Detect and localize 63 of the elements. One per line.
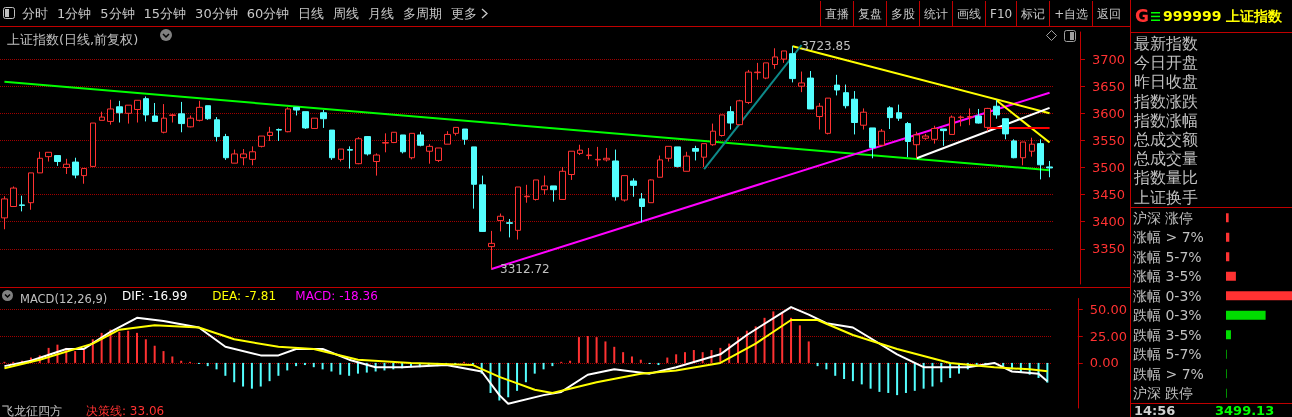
text: G <box>1135 6 1149 26</box>
y-tick-label: 3600 <box>1092 105 1126 121</box>
text: F10 <box>985 0 1017 27</box>
series-label: DIF: -16.99 <box>122 289 188 303</box>
y-tick-label: 3700 <box>1092 51 1126 67</box>
y-tick-label: 25.00 <box>1089 328 1127 344</box>
text: 5分钟 <box>100 4 135 23</box>
y-tick-label: 3400 <box>1092 214 1126 230</box>
y-tick-label: 3550 <box>1092 132 1126 148</box>
text: 14:56 <box>1134 403 1176 417</box>
text: 标记 <box>1016 0 1050 27</box>
annotation: 3723.85 <box>801 39 851 54</box>
text: 直播 <box>820 0 853 27</box>
y-tick-label: 跌幅 0-3% <box>1133 307 1202 324</box>
y-tick-label: 3650 <box>1092 78 1126 94</box>
text: 分时 <box>22 4 48 23</box>
text: 月线 <box>368 4 395 23</box>
y-tick-label: 3450 <box>1092 187 1126 203</box>
chart-title: MACD(12,26,9) <box>20 292 108 306</box>
text: 昨日收盘 <box>1134 72 1198 92</box>
text: 30分钟 <box>195 4 238 23</box>
annotation: 3312.72 <box>500 261 550 276</box>
annotation: MACD: -18.36 <box>295 289 378 303</box>
y-tick-label: 沪深 涨停 <box>1133 209 1194 226</box>
text: 上证换手 <box>1134 187 1198 207</box>
text: +自选 <box>1049 0 1093 27</box>
text: 指数量比 <box>1134 168 1198 188</box>
text: 统计 <box>919 0 952 27</box>
y-tick-label: 涨幅 3-5% <box>1133 268 1202 285</box>
text: 多周期 <box>403 4 443 23</box>
y-tick-label: 50.00 <box>1089 301 1127 317</box>
text: 15分钟 <box>143 4 187 23</box>
text: 1分钟 <box>57 4 92 23</box>
annotation: 飞龙征四方 <box>2 404 62 417</box>
y-tick-label: 0.00 <box>1089 355 1119 371</box>
y-tick-label: 跌幅 > 7% <box>1133 365 1204 382</box>
annotation: 3499.13 <box>1215 403 1275 417</box>
text: 总成交量 <box>1134 149 1198 169</box>
text: 60分钟 <box>246 4 290 23</box>
text: 画线 <box>952 0 985 27</box>
y-tick-label: 跌幅 5-7% <box>1133 346 1202 363</box>
y-tick-label: 3350 <box>1092 241 1126 257</box>
text: 今日开盘 <box>1134 53 1198 73</box>
text: 最新指数 <box>1134 34 1198 53</box>
text: 指数涨跌 <box>1134 91 1198 111</box>
text: 复盘 <box>853 0 886 27</box>
text: 返回 <box>1092 0 1126 27</box>
text: 更多 <box>451 4 478 23</box>
text: DEA: -7.81 <box>212 289 277 303</box>
y-tick-label: 涨幅 > 7% <box>1133 229 1204 246</box>
text: 多股 <box>886 0 919 27</box>
y-tick-label: 涨幅 0-3% <box>1133 287 1202 304</box>
y-tick-label: 沪深 跌停 <box>1133 385 1194 402</box>
text: 指数涨幅 <box>1134 110 1198 130</box>
annotation: 决策线: 33.06 <box>86 404 165 417</box>
text: 日线 <box>298 4 325 23</box>
y-tick-label: 涨幅 5-7% <box>1133 248 1202 265</box>
y-tick-label: 跌幅 3-5% <box>1133 326 1202 343</box>
text: 周线 <box>333 4 360 23</box>
chart-title: 上证指数(日线,前复权) <box>7 32 139 47</box>
text: 999999 上证指数 <box>1163 8 1283 26</box>
text: 总成交额 <box>1134 130 1198 149</box>
y-tick-label: 3500 <box>1092 159 1126 175</box>
